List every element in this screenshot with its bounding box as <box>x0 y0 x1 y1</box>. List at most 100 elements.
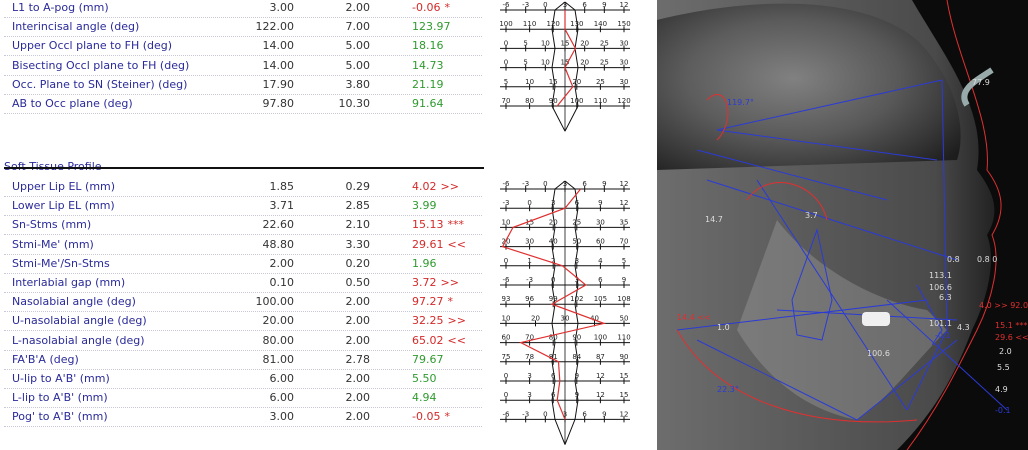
xray-measurement-label: 77.9 <box>972 78 990 87</box>
norm-envelope-left <box>551 180 566 445</box>
patient-value: 123.97 <box>412 17 455 36</box>
sd-value: 2.85 <box>345 199 371 213</box>
cephalometric-line <box>906 329 948 411</box>
cephalometric-line <box>941 79 948 331</box>
molar-outline <box>791 228 833 341</box>
scale-group-top: -6-3036912100110120130140150051015202530… <box>499 1 631 132</box>
table-row: U-lip to A'B' (mm) 6.00 2.00 5.50 <box>4 369 482 389</box>
measurement-label: Lower Lip EL (mm) <box>12 199 115 213</box>
xray-measurement-label: 119.7° <box>727 98 754 107</box>
patient-value-number: 15.13 <box>412 218 444 232</box>
cephalometric-line <box>696 149 888 201</box>
table-row: L-lip to A'B' (mm) 6.00 2.00 4.94 <box>4 388 482 409</box>
scale-tick-label: 78 <box>525 353 534 361</box>
scale-tick-label: 0 <box>504 59 508 67</box>
scale-tick-label: 35 <box>620 218 629 226</box>
scale-tick-label: 10 <box>502 314 511 322</box>
scale-tick-label: 9 <box>622 276 626 284</box>
patient-value: 4.02 >> <box>412 177 459 196</box>
sd-value: 5.00 <box>345 39 371 53</box>
scale-tick-label: 12 <box>620 1 629 9</box>
norm-value: 6.00 <box>269 372 295 385</box>
norm-value: 0.10 <box>269 276 295 289</box>
deviation-flag: >> <box>447 314 466 328</box>
patient-value: 97.27 * <box>412 292 453 311</box>
sd-value: 0.20 <box>345 256 371 270</box>
scale-tick-label: 6 <box>598 276 603 284</box>
scale-tick-label: 80 <box>549 334 558 342</box>
patient-value-number: 5.50 <box>412 372 437 385</box>
deviation-flag: << <box>447 237 466 251</box>
patient-value-number: 79.67 <box>412 352 444 366</box>
cephalometric-line <box>886 299 1008 411</box>
scale-tick-label: 3 <box>527 372 531 380</box>
xray-image: 119.7° 77.9 14.7 3.7 113.1 106.6 0.8 6.3 101.1 -0… <box>657 0 1028 450</box>
scale-tick-label: 50 <box>620 314 629 322</box>
scale-tick-label: 6 <box>551 391 556 399</box>
patient-value-number: -0.06 <box>412 1 441 14</box>
scale-tick-label: 99 <box>549 295 558 303</box>
scale-tick-label: 0 <box>504 372 508 380</box>
patient-trace-line <box>556 10 577 107</box>
xray-measurement-label: 100.6 <box>867 349 890 358</box>
patient-value-number: 29.61 <box>412 237 444 251</box>
table-row: Pog' to A'B' (mm) 3.00 2.00 -0.05 * <box>4 407 482 428</box>
scale-tick-label: 20 <box>572 78 581 86</box>
section-title-soft-tissue: Soft Tissue Profile <box>4 160 102 173</box>
scale-tick-label: 25 <box>600 39 609 47</box>
scale-tick-label: 5 <box>622 257 626 265</box>
scale-tick-label: 150 <box>617 20 630 28</box>
scale-tick-label: 12 <box>596 391 605 399</box>
mandible-trace <box>676 329 918 423</box>
sd-value: 0.50 <box>345 276 371 289</box>
scale-tick-label: 30 <box>525 238 534 246</box>
deviation-diagram: -6-3036912100110120130140150051015202530… <box>499 1 631 445</box>
scale-tick-label: 40 <box>590 314 599 322</box>
sd-value: 2.10 <box>345 218 371 232</box>
soft-tissue-shadow <box>897 0 1028 450</box>
deviation-flag: * <box>444 410 450 424</box>
patient-value-number: 123.97 <box>412 20 451 34</box>
table-row: L1 to A-pog (mm) 3.00 2.00 -0.06 * <box>4 0 482 18</box>
measurement-label: Bisecting Occl plane to FH (deg) <box>12 58 190 72</box>
scale-tick-label: 120 <box>617 97 630 105</box>
scale-tick-label: 30 <box>620 59 629 67</box>
norm-value: 6.00 <box>269 391 295 405</box>
scale-tick-label: 0 <box>504 257 508 265</box>
cephalometric-line <box>716 79 943 131</box>
scale-tick-label: 12 <box>620 180 629 188</box>
sd-value: 0.29 <box>345 180 371 193</box>
xray-measurement-label: 15.1 *** <box>995 321 1027 330</box>
scale-tick-label: 9 <box>602 1 606 9</box>
scale-tick-label: 87 <box>596 353 605 361</box>
table-row: Stmi-Me' (mm) 48.80 3.30 29.61 << <box>4 235 482 255</box>
scale-tick-label: 1 <box>527 257 531 265</box>
table-row: Interlabial gap (mm) 0.10 0.50 3.72 >> <box>4 273 482 293</box>
scale-tick-label: 10 <box>502 218 511 226</box>
xray-measurement-label: 14.4 << <box>677 313 711 322</box>
scale-tick-label: -6 <box>503 276 511 284</box>
maxilla-trace <box>746 182 828 221</box>
sd-value: 2.00 <box>345 333 371 347</box>
table-row: Interincisal angle (deg) 122.00 7.00 123.97 <box>4 17 482 38</box>
measurement-label: Occ. Plane to SN (Steiner) (deg) <box>12 77 188 91</box>
sd-value: 2.00 <box>345 410 371 424</box>
patient-value: 32.25 >> <box>412 311 466 330</box>
scale-tick-label: 100 <box>594 334 607 342</box>
measurement-label: Sn-Stms (mm) <box>12 218 92 232</box>
deviation-flag: *** <box>447 218 465 232</box>
norm-value: 3.00 <box>269 410 295 424</box>
table-row: Upper Occl plane to FH (deg) 14.00 5.00 18.… <box>4 36 482 57</box>
scale-tick-label: 3 <box>527 391 531 399</box>
measurement-label: Pog' to A'B' (mm) <box>12 410 108 424</box>
xray-measurement-label: 22.3° <box>717 385 739 394</box>
scale-tick-label: 6 <box>551 372 556 380</box>
scale-tick-label: 70 <box>620 238 629 246</box>
sd-value: 2.00 <box>345 372 371 385</box>
patient-value-number: 18.16 <box>412 39 444 53</box>
scale-tick-label: 9 <box>602 180 606 188</box>
scale-tick-label: 20 <box>502 238 511 246</box>
xray-measurement-label: 101.1 <box>929 319 952 328</box>
scale-tick-label: 12 <box>620 410 629 418</box>
scale-tick-label: -3 <box>522 410 529 418</box>
